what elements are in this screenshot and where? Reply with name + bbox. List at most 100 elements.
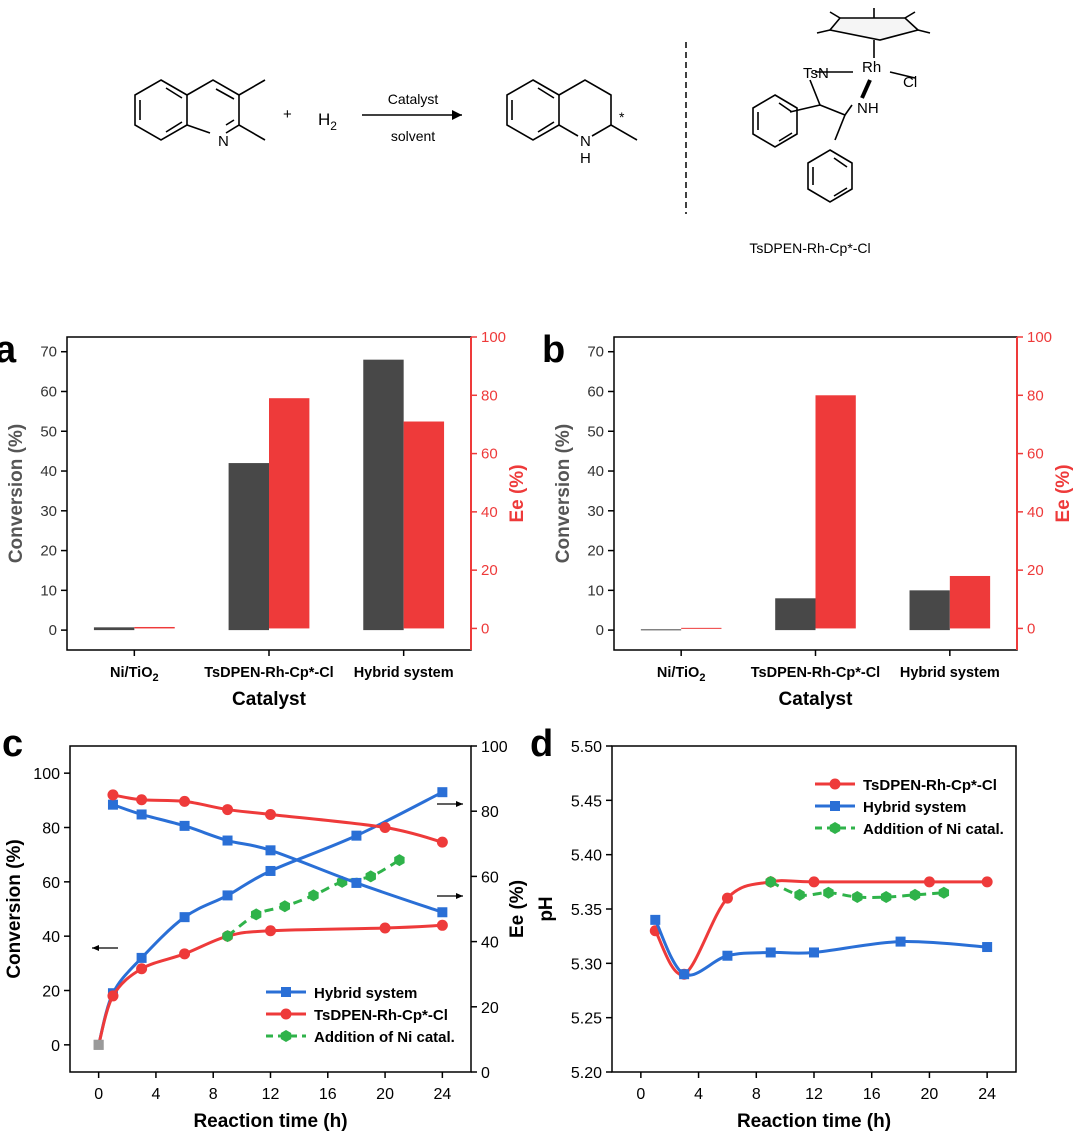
bar-ee: [134, 626, 175, 629]
data-point: [721, 892, 733, 904]
y2-tick-label: 60: [481, 446, 498, 463]
data-point: [250, 908, 262, 921]
x-tick-label: TsDPEN-Rh-Cp*-Cl: [204, 665, 333, 681]
data-point: [222, 804, 234, 816]
y2-tick-label: 100: [481, 329, 506, 346]
y-tick-label: 100: [33, 766, 60, 783]
y2-tick-label: 60: [481, 869, 499, 886]
quinaldine-structure: [134, 79, 266, 141]
y-tick-label: 5.50: [571, 739, 602, 756]
bar-ee: [949, 575, 991, 629]
y-tick-label: 60: [42, 875, 60, 892]
right-axis-arrow-head: [456, 893, 463, 899]
y-tick-label: 20: [587, 543, 604, 560]
product-h-atom: H: [580, 150, 591, 167]
y2-tick-label: 20: [481, 1000, 499, 1017]
y-tick-label: 50: [587, 423, 604, 440]
legend-marker: [281, 987, 291, 997]
legend-marker: [280, 1008, 292, 1020]
data-point: [351, 877, 362, 888]
x-tick-label: Ni/TiO2: [657, 665, 706, 684]
data-point: [765, 947, 776, 958]
y2-tick-label: 100: [481, 739, 508, 756]
data-point: [136, 809, 147, 820]
y2-axis-title: Ee (%): [507, 464, 528, 522]
panel-letter: d: [530, 723, 553, 765]
series-line: [653, 879, 988, 976]
y-tick-label: 40: [42, 929, 60, 946]
y2-tick-label: 20: [1027, 562, 1044, 579]
x-tick-label: 20: [376, 1086, 394, 1103]
data-point: [794, 888, 805, 901]
x-tick-label: 24: [433, 1086, 451, 1103]
data-point: [136, 963, 148, 975]
bar-ee: [269, 398, 310, 629]
x-tick-label: Hybrid system: [354, 665, 454, 681]
y-tick-label: 20: [42, 984, 60, 1001]
bar-conversion: [228, 463, 269, 631]
legend-marker: [829, 822, 841, 834]
y-tick-label: 40: [40, 463, 57, 480]
data-point: [938, 886, 950, 899]
legend-label: Hybrid system: [863, 799, 966, 816]
y-tick-label: 20: [40, 543, 57, 560]
x-tick-label: 16: [319, 1086, 337, 1103]
data-point: [982, 942, 993, 953]
legend-marker: [830, 801, 840, 811]
y-axis-title: pH: [536, 896, 557, 921]
legend-label: Addition of Ni catal.: [863, 821, 1004, 838]
legend-label: TsDPEN-Rh-Cp*-Cl: [314, 1007, 448, 1024]
catalyst-nh-label: NH: [857, 100, 879, 117]
y-tick-label: 60: [587, 383, 604, 400]
y-tick-label: 30: [587, 503, 604, 520]
legend-label: Addition of Ni catal.: [314, 1029, 455, 1046]
y2-tick-label: 80: [481, 804, 499, 821]
reactant-n-atom: N: [218, 133, 229, 150]
y2-tick-label: 0: [1027, 620, 1035, 637]
data-point: [222, 890, 233, 901]
series-line: [97, 923, 443, 1046]
legend-label: TsDPEN-Rh-Cp*-Cl: [863, 777, 997, 794]
data-point: [265, 865, 276, 876]
bar-ee: [681, 627, 722, 629]
data-point: [379, 822, 391, 833]
y-axis-title: Conversion (%): [553, 424, 574, 563]
y2-tick-label: 100: [1027, 329, 1052, 346]
stereocenter-star: *: [619, 109, 625, 125]
y-tick-label: 5.20: [571, 1065, 602, 1082]
y2-tick-label: 80: [481, 387, 498, 404]
panel-letter: c: [2, 723, 23, 765]
reaction-scheme: N + H2 Catalyst solvent N H * TsN Rh Cl …: [134, 8, 931, 256]
data-point: [765, 875, 776, 888]
data-point: [265, 925, 276, 937]
data-point: [265, 845, 276, 856]
x-axis-title: Catalyst: [232, 689, 307, 710]
data-point: [437, 787, 448, 798]
data-point: [107, 990, 119, 1002]
y-tick-label: 0: [596, 622, 604, 639]
data-point: [279, 900, 291, 913]
arrow-label-top: Catalyst: [388, 91, 439, 107]
data-point: [351, 830, 362, 841]
catalyst-rh-label: Rh: [862, 59, 881, 76]
plot-frame: [611, 745, 1017, 1073]
data-point: [222, 835, 233, 846]
data-point: [107, 789, 119, 801]
x-tick-label: 0: [636, 1086, 645, 1103]
bar-conversion: [363, 359, 404, 631]
x-tick-label: 20: [921, 1086, 939, 1103]
data-point: [679, 969, 690, 980]
data-point: [308, 889, 319, 902]
catalyst-structure: [752, 8, 931, 203]
data-point: [179, 795, 191, 807]
bar-conversion: [640, 629, 682, 631]
data-point: [722, 950, 733, 961]
y-tick-label: 70: [587, 344, 604, 361]
y-tick-label: 5.30: [571, 956, 602, 973]
x-tick-label: 4: [694, 1086, 703, 1103]
y-tick-label: 80: [42, 821, 60, 838]
x-tick-label: 4: [151, 1086, 160, 1103]
data-point: [379, 922, 391, 934]
series-line: [653, 919, 988, 977]
